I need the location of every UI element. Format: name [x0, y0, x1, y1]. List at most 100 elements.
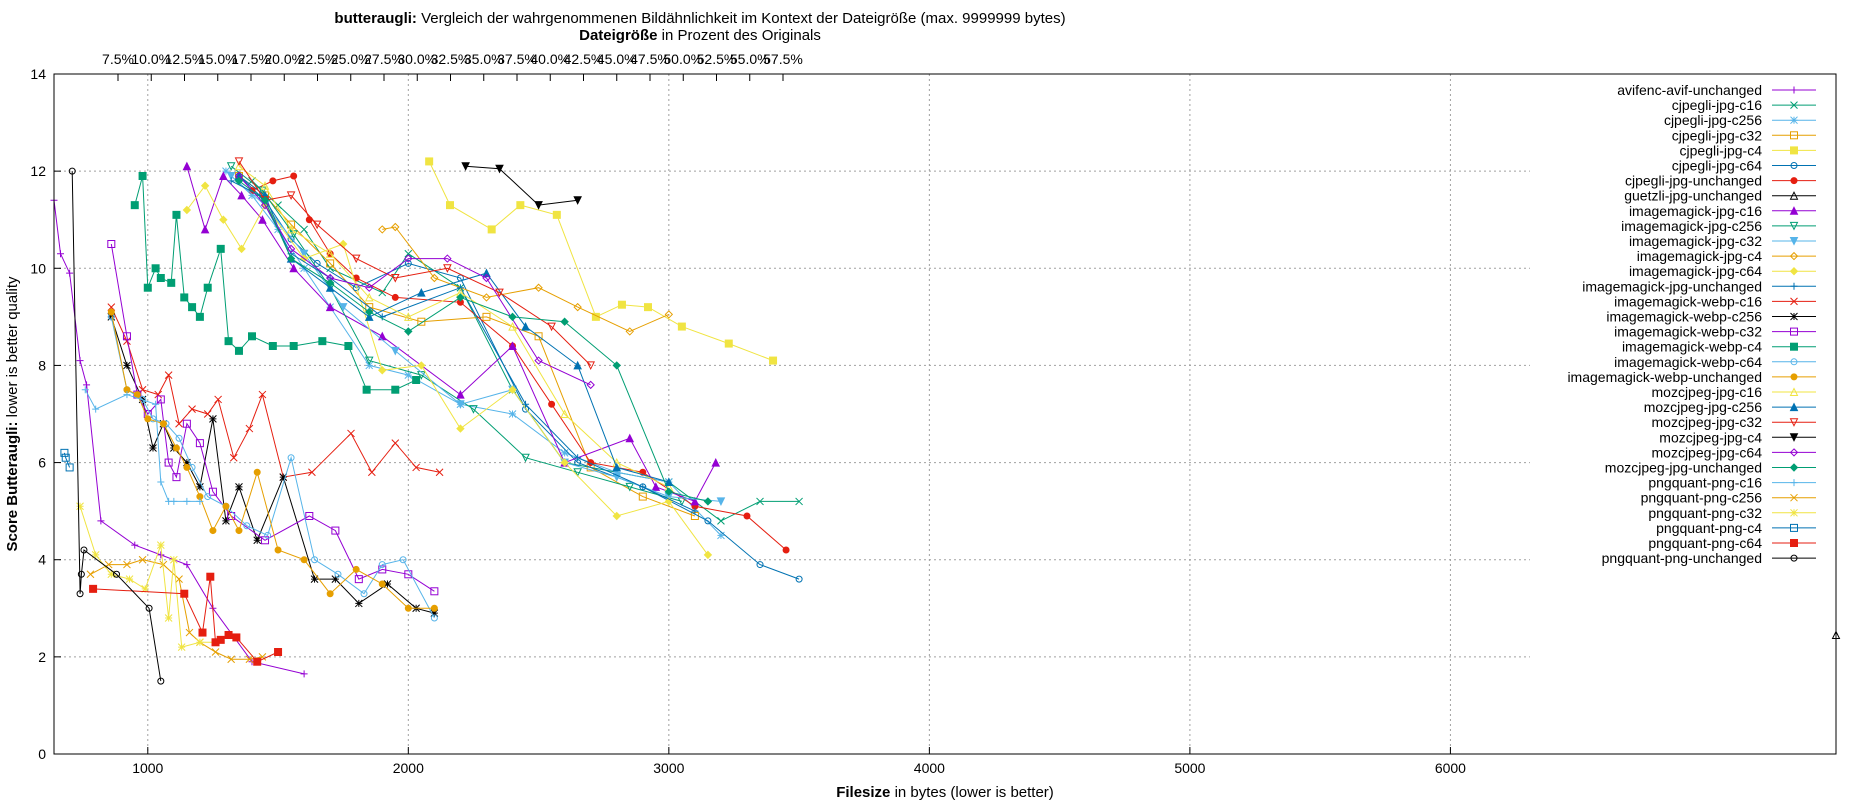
data-point — [325, 278, 335, 288]
series-pngquant-png-c256 — [86, 555, 267, 664]
data-point — [404, 254, 413, 263]
data-point — [430, 273, 439, 283]
series-mozcjpeg-jpg-c32 — [234, 157, 595, 371]
legend-marker — [1789, 402, 1799, 412]
legend-item: mozcjpeg-jpg-c16 — [1652, 384, 1816, 400]
data-point — [226, 162, 236, 171]
series-line — [382, 226, 669, 332]
data-point — [367, 468, 376, 477]
data-point — [222, 167, 230, 175]
data-point — [417, 287, 426, 297]
y-tick-label: 8 — [38, 357, 46, 373]
legend-item: imagemagick-jpg-c64 — [1629, 263, 1816, 279]
data-point — [552, 210, 561, 219]
x-axis-label-rest: in bytes (lower is better) — [890, 784, 1053, 800]
legend-marker — [1789, 463, 1799, 472]
data-point — [639, 483, 647, 491]
data-point — [691, 507, 699, 515]
data-point — [286, 254, 296, 263]
data-point — [573, 196, 582, 205]
data-point — [196, 483, 204, 491]
data-point — [769, 356, 778, 365]
data-point — [482, 268, 491, 278]
legend-label: mozcjpeg-jpg-c256 — [1644, 399, 1762, 415]
data-point — [222, 502, 230, 510]
legend-marker — [1789, 191, 1799, 200]
data-point — [664, 310, 674, 319]
legend-label: imagemagick-jpg-c4 — [1637, 248, 1762, 264]
series-imagemagick-jpg-c4 — [378, 222, 674, 336]
data-point — [795, 497, 803, 506]
data-point — [417, 361, 426, 370]
data-point — [612, 468, 621, 477]
data-point — [287, 235, 295, 243]
legend-marker — [1790, 282, 1798, 290]
x2-tick-label: 40.0% — [530, 51, 570, 67]
series-imagemagick-jpg-unchanged — [227, 177, 699, 515]
data-point — [183, 497, 191, 505]
data-point — [795, 575, 803, 583]
data-point — [164, 614, 173, 622]
data-point — [235, 527, 243, 535]
data-point — [560, 458, 569, 467]
data-point — [377, 331, 387, 341]
legend-item: imagemagick-jpg-c32 — [1629, 233, 1816, 249]
data-point — [461, 162, 470, 171]
data-point — [76, 590, 84, 598]
legend-label: pngquant-png-c64 — [1648, 535, 1762, 551]
data-point — [123, 391, 131, 399]
data-point — [412, 376, 421, 384]
data-point — [243, 522, 251, 530]
series-line — [71, 171, 162, 682]
data-point — [574, 454, 582, 462]
data-point — [310, 575, 319, 583]
legend-item: avifenc-avif-unchanged — [1617, 82, 1816, 98]
data-point — [573, 360, 582, 370]
data-point — [177, 643, 186, 651]
data-point — [229, 453, 238, 462]
legend-marker — [1789, 433, 1799, 442]
data-point — [651, 482, 661, 491]
legend-label: avifenc-avif-unchanged — [1617, 82, 1762, 98]
series-line — [238, 161, 592, 366]
data-point — [65, 463, 74, 472]
data-point — [157, 478, 165, 486]
legend-item: pngquant-png-unchanged — [1602, 550, 1816, 566]
series-mozcjpeg-jpg-c256 — [234, 171, 674, 486]
data-point — [378, 580, 386, 588]
y-tick-label: 2 — [38, 649, 46, 665]
series-imagemagick-webp-c256 — [107, 313, 439, 617]
data-point — [430, 609, 439, 617]
data-point — [508, 341, 517, 350]
x-axis-label-bold: Filesize — [836, 784, 890, 800]
data-point — [547, 322, 556, 332]
data-point — [287, 220, 296, 229]
data-point — [216, 244, 225, 253]
data-point — [347, 429, 355, 438]
x2-tick-label: 50.0% — [663, 51, 703, 67]
x-tick-label: 3000 — [653, 760, 684, 776]
legend-marker — [1789, 206, 1799, 215]
chart-title-bold: butteraugli: — [334, 10, 417, 27]
legend-marker — [1790, 327, 1798, 336]
data-point — [234, 157, 244, 167]
data-point — [325, 302, 335, 312]
legend-item: pngquant-png-c4 — [1656, 520, 1816, 536]
y-axis-label-bold: Score Butteraugli: — [4, 422, 21, 552]
legend-label: cjpegli-jpg-unchanged — [1625, 173, 1762, 189]
data-point — [89, 584, 98, 593]
data-point — [156, 541, 165, 549]
data-point — [81, 386, 89, 394]
series-line — [238, 180, 709, 502]
series-line — [238, 165, 670, 488]
data-point — [404, 604, 412, 612]
data-point — [703, 497, 713, 506]
data-point — [390, 346, 400, 356]
chart-title-rest: Vergleich der wahrgenommenen Bildähnlich… — [417, 10, 1066, 27]
data-point — [446, 201, 454, 210]
legend-item: pngquant-png-c64 — [1648, 535, 1816, 551]
series-line — [110, 316, 435, 619]
data-point — [360, 590, 368, 598]
data-point — [253, 468, 261, 476]
data-point — [143, 283, 152, 292]
